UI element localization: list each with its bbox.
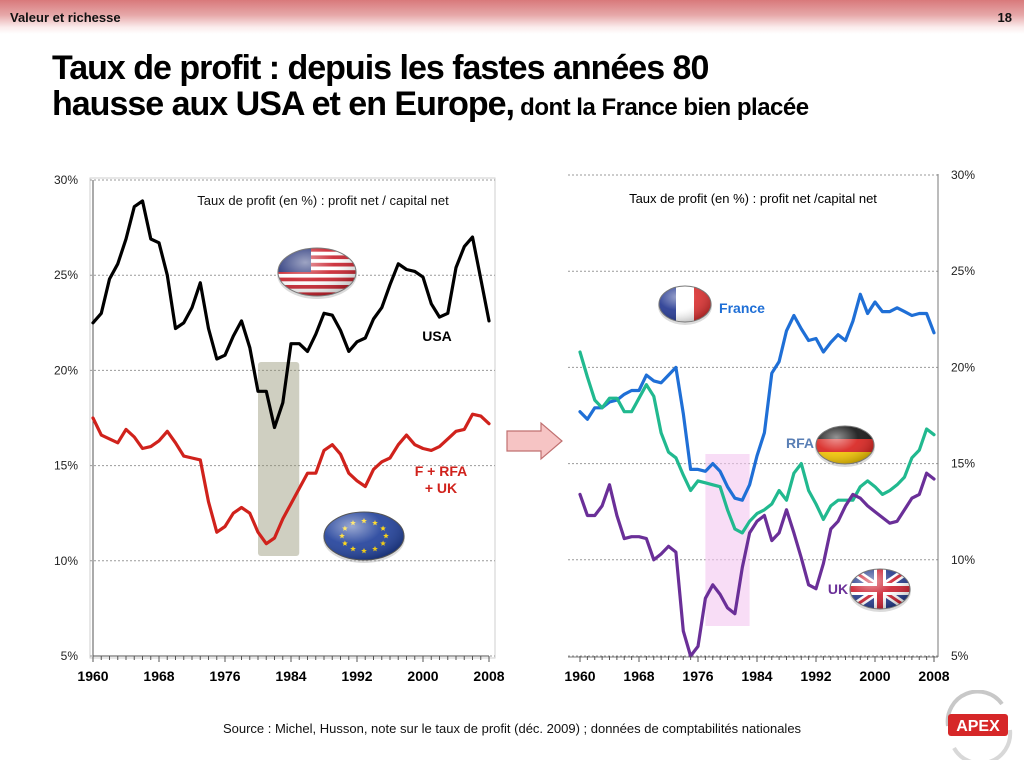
x-tick-label: 1992 bbox=[800, 668, 831, 684]
series-line-1 bbox=[578, 350, 936, 535]
section-name: Valeur et richesse bbox=[10, 10, 121, 25]
chart-right-y-labels: 5% 10% 15% 20% 25% 30% bbox=[951, 168, 975, 663]
y-tick-label: 10% bbox=[54, 554, 78, 568]
chart-right-title: Taux de profit (en %) : profit net /capi… bbox=[629, 191, 877, 206]
page-number: 18 bbox=[997, 10, 1012, 25]
header-bar: Valeur et richesse 18 bbox=[0, 0, 1024, 34]
x-tick-label: 1976 bbox=[682, 668, 713, 684]
x-tick-label: 1968 bbox=[143, 668, 174, 684]
source-note: Source : Michel, Husson, note sur le tau… bbox=[222, 721, 802, 736]
transition-arrow bbox=[506, 421, 563, 461]
chart-left-frame bbox=[89, 177, 496, 659]
y-tick-label: 15% bbox=[54, 459, 78, 473]
x-tick-label: 1960 bbox=[564, 668, 595, 684]
series-line-0 bbox=[91, 199, 491, 430]
germany-flag-icon bbox=[815, 425, 875, 467]
x-tick-label: 2008 bbox=[473, 668, 504, 684]
x-tick-label: 1992 bbox=[341, 668, 372, 684]
legend-uk: UK bbox=[828, 581, 848, 597]
y-tick-label: 25% bbox=[951, 264, 975, 278]
series-line-1 bbox=[91, 412, 491, 546]
title-line-2-main: hausse aux USA et en Europe, bbox=[52, 85, 515, 123]
series-line-2 bbox=[578, 471, 936, 658]
y-tick-label: 30% bbox=[951, 168, 975, 182]
y-tick-label: 10% bbox=[951, 553, 975, 567]
chart-left-series bbox=[91, 199, 491, 546]
title-line-2-sub: dont la France bien placée bbox=[514, 94, 809, 121]
x-tick-label: 1984 bbox=[275, 668, 306, 684]
x-tick-label: 2000 bbox=[859, 668, 890, 684]
chart-left-x-labels: 1960 1968 1976 1984 1992 2000 2008 bbox=[77, 668, 504, 684]
x-tick-label: 2000 bbox=[407, 668, 438, 684]
chart-right: 5% 10% 15% 20% 25% 30% 1960 1968 1976 1984 1992 20… bbox=[564, 168, 975, 684]
y-tick-label: 5% bbox=[61, 649, 79, 663]
title-line-2: hausse aux USA et en Europe, dont la Fra… bbox=[52, 86, 809, 126]
usa-flag-icon bbox=[277, 247, 357, 299]
apex-logo: APEX bbox=[945, 690, 1013, 760]
chart-right-highlight bbox=[705, 454, 750, 626]
chart-left-y-labels: 5% 10% 15% 20% 25% 30% bbox=[54, 173, 78, 663]
chart-right-x-labels: 1960 1968 1976 1984 1992 2000 2008 bbox=[564, 668, 949, 684]
x-tick-label: 1984 bbox=[741, 668, 772, 684]
legend-usa: USA bbox=[422, 328, 452, 344]
y-tick-label: 15% bbox=[951, 457, 975, 471]
legend-europe: F + RFA + UK bbox=[415, 463, 468, 496]
x-tick-label: 1960 bbox=[77, 668, 108, 684]
y-tick-label: 5% bbox=[951, 649, 969, 663]
x-tick-label: 1976 bbox=[209, 668, 240, 684]
y-tick-label: 20% bbox=[54, 363, 78, 377]
slide-title: Taux de profit : depuis les fastes année… bbox=[52, 50, 809, 126]
series-line-0 bbox=[578, 292, 936, 502]
chart-left-title: Taux de profit (en %) : profit net / cap… bbox=[197, 193, 449, 208]
legend-france: France bbox=[719, 300, 765, 316]
x-tick-label: 2008 bbox=[918, 668, 949, 684]
chart-right-gridlines bbox=[568, 174, 938, 657]
chart-left: 5% 10% 15% 20% 25% 30% 1960 1968 1976 1984 1992 20… bbox=[54, 173, 505, 684]
chart-right-series bbox=[578, 292, 936, 658]
eu-flag-icon bbox=[323, 511, 405, 563]
logo-text: APEX bbox=[956, 718, 1000, 735]
y-tick-label: 30% bbox=[54, 173, 78, 187]
legend-rfa: RFA bbox=[786, 435, 814, 451]
title-line-1: Taux de profit : depuis les fastes année… bbox=[52, 49, 709, 87]
uk-flag-icon bbox=[849, 568, 911, 612]
chart-right-x-ticks bbox=[579, 656, 935, 662]
y-tick-label: 25% bbox=[54, 268, 78, 282]
chart-left-x-ticks bbox=[92, 656, 490, 662]
france-flag-icon bbox=[658, 285, 712, 325]
x-tick-label: 1968 bbox=[623, 668, 654, 684]
y-tick-label: 20% bbox=[951, 360, 975, 374]
